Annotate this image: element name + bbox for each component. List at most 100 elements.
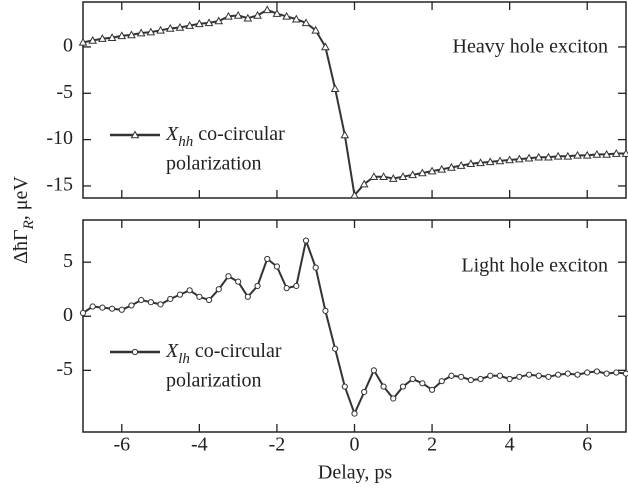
- legend-label: Xhh co-circular: [165, 123, 285, 151]
- marker: [157, 301, 164, 308]
- marker: [214, 16, 224, 25]
- marker: [79, 309, 87, 317]
- legend-text: co-circular: [193, 123, 285, 145]
- marker: [205, 296, 213, 304]
- marker: [108, 305, 116, 312]
- marker: [330, 84, 340, 92]
- marker: [476, 158, 485, 167]
- marker: [388, 174, 398, 182]
- y-tick-label: -5: [56, 358, 73, 380]
- y-label-sub: R: [21, 220, 37, 230]
- marker: [380, 383, 387, 390]
- marker: [146, 27, 156, 36]
- marker: [419, 380, 426, 387]
- y-tick-label: 5: [63, 250, 73, 272]
- marker: [225, 273, 232, 280]
- marker: [185, 21, 195, 29]
- x-tick-label: -4: [191, 434, 208, 456]
- marker: [592, 149, 602, 158]
- marker: [563, 151, 573, 160]
- marker: [603, 370, 610, 377]
- marker: [545, 373, 552, 380]
- y-label-rest: , μeV: [10, 176, 32, 221]
- marker: [233, 10, 243, 19]
- y-tick-label: 0: [63, 35, 73, 57]
- marker: [235, 278, 242, 285]
- legend-label-line2: polarization: [166, 370, 262, 392]
- marker: [311, 25, 321, 34]
- legend-sub: hh: [178, 134, 193, 150]
- y-tick-label: -10: [46, 127, 73, 149]
- legend-sub: lh: [178, 351, 190, 367]
- marker: [253, 10, 262, 19]
- y-axis-label: ΔħΓR, μeV: [10, 176, 38, 264]
- marker: [593, 368, 601, 375]
- x-tick-label: 2: [427, 434, 437, 456]
- marker: [186, 287, 193, 294]
- marker: [369, 172, 379, 180]
- marker: [340, 130, 350, 139]
- marker: [175, 22, 185, 31]
- marker: [350, 190, 359, 199]
- marker: [165, 23, 175, 32]
- marker: [254, 282, 261, 290]
- marker: [505, 155, 514, 164]
- plot-frame: [82, 219, 627, 433]
- marker: [438, 378, 445, 385]
- marker: [359, 179, 369, 188]
- marker: [613, 369, 620, 376]
- marker: [448, 372, 455, 379]
- marker: [244, 293, 251, 300]
- marker: [224, 11, 233, 20]
- marker: [379, 172, 388, 180]
- marker: [506, 375, 513, 383]
- marker: [408, 170, 418, 179]
- marker: [534, 152, 544, 161]
- marker: [555, 371, 562, 378]
- marker: [136, 28, 146, 37]
- marker: [138, 296, 145, 304]
- marker: [437, 164, 447, 173]
- marker: [427, 166, 437, 175]
- marker: [467, 376, 474, 384]
- marker: [167, 295, 174, 303]
- marker: [302, 237, 310, 244]
- marker: [204, 18, 214, 27]
- marker: [458, 373, 465, 380]
- marker: [264, 255, 271, 263]
- marker: [291, 14, 301, 23]
- marker: [131, 348, 139, 356]
- marker: [321, 42, 330, 51]
- legend-text: co-circular: [190, 340, 282, 362]
- x-tick-label: 6: [582, 434, 592, 456]
- marker: [477, 375, 484, 383]
- marker: [262, 5, 272, 14]
- annotation: Light hole exciton: [461, 255, 608, 277]
- marker: [487, 372, 494, 379]
- marker: [573, 150, 582, 159]
- marker: [582, 150, 592, 159]
- marker: [495, 156, 505, 165]
- marker: [611, 148, 621, 157]
- marker: [370, 367, 377, 374]
- marker: [147, 299, 154, 306]
- marker: [525, 371, 533, 378]
- marker: [243, 13, 253, 22]
- marker: [553, 151, 563, 160]
- marker: [418, 168, 427, 177]
- marker: [602, 149, 611, 158]
- marker: [272, 9, 282, 17]
- marker: [485, 157, 495, 166]
- marker: [301, 18, 311, 27]
- marker: [622, 370, 628, 377]
- plot-frame: [82, 1, 627, 199]
- marker: [118, 306, 125, 313]
- marker: [98, 34, 107, 42]
- y-tick-label: -15: [46, 174, 73, 196]
- x-tick-label: -6: [113, 434, 130, 456]
- marker: [524, 153, 534, 162]
- marker: [361, 388, 368, 396]
- marker: [428, 386, 436, 393]
- marker: [322, 307, 329, 314]
- x-axis-label: Delay, ps: [318, 462, 392, 484]
